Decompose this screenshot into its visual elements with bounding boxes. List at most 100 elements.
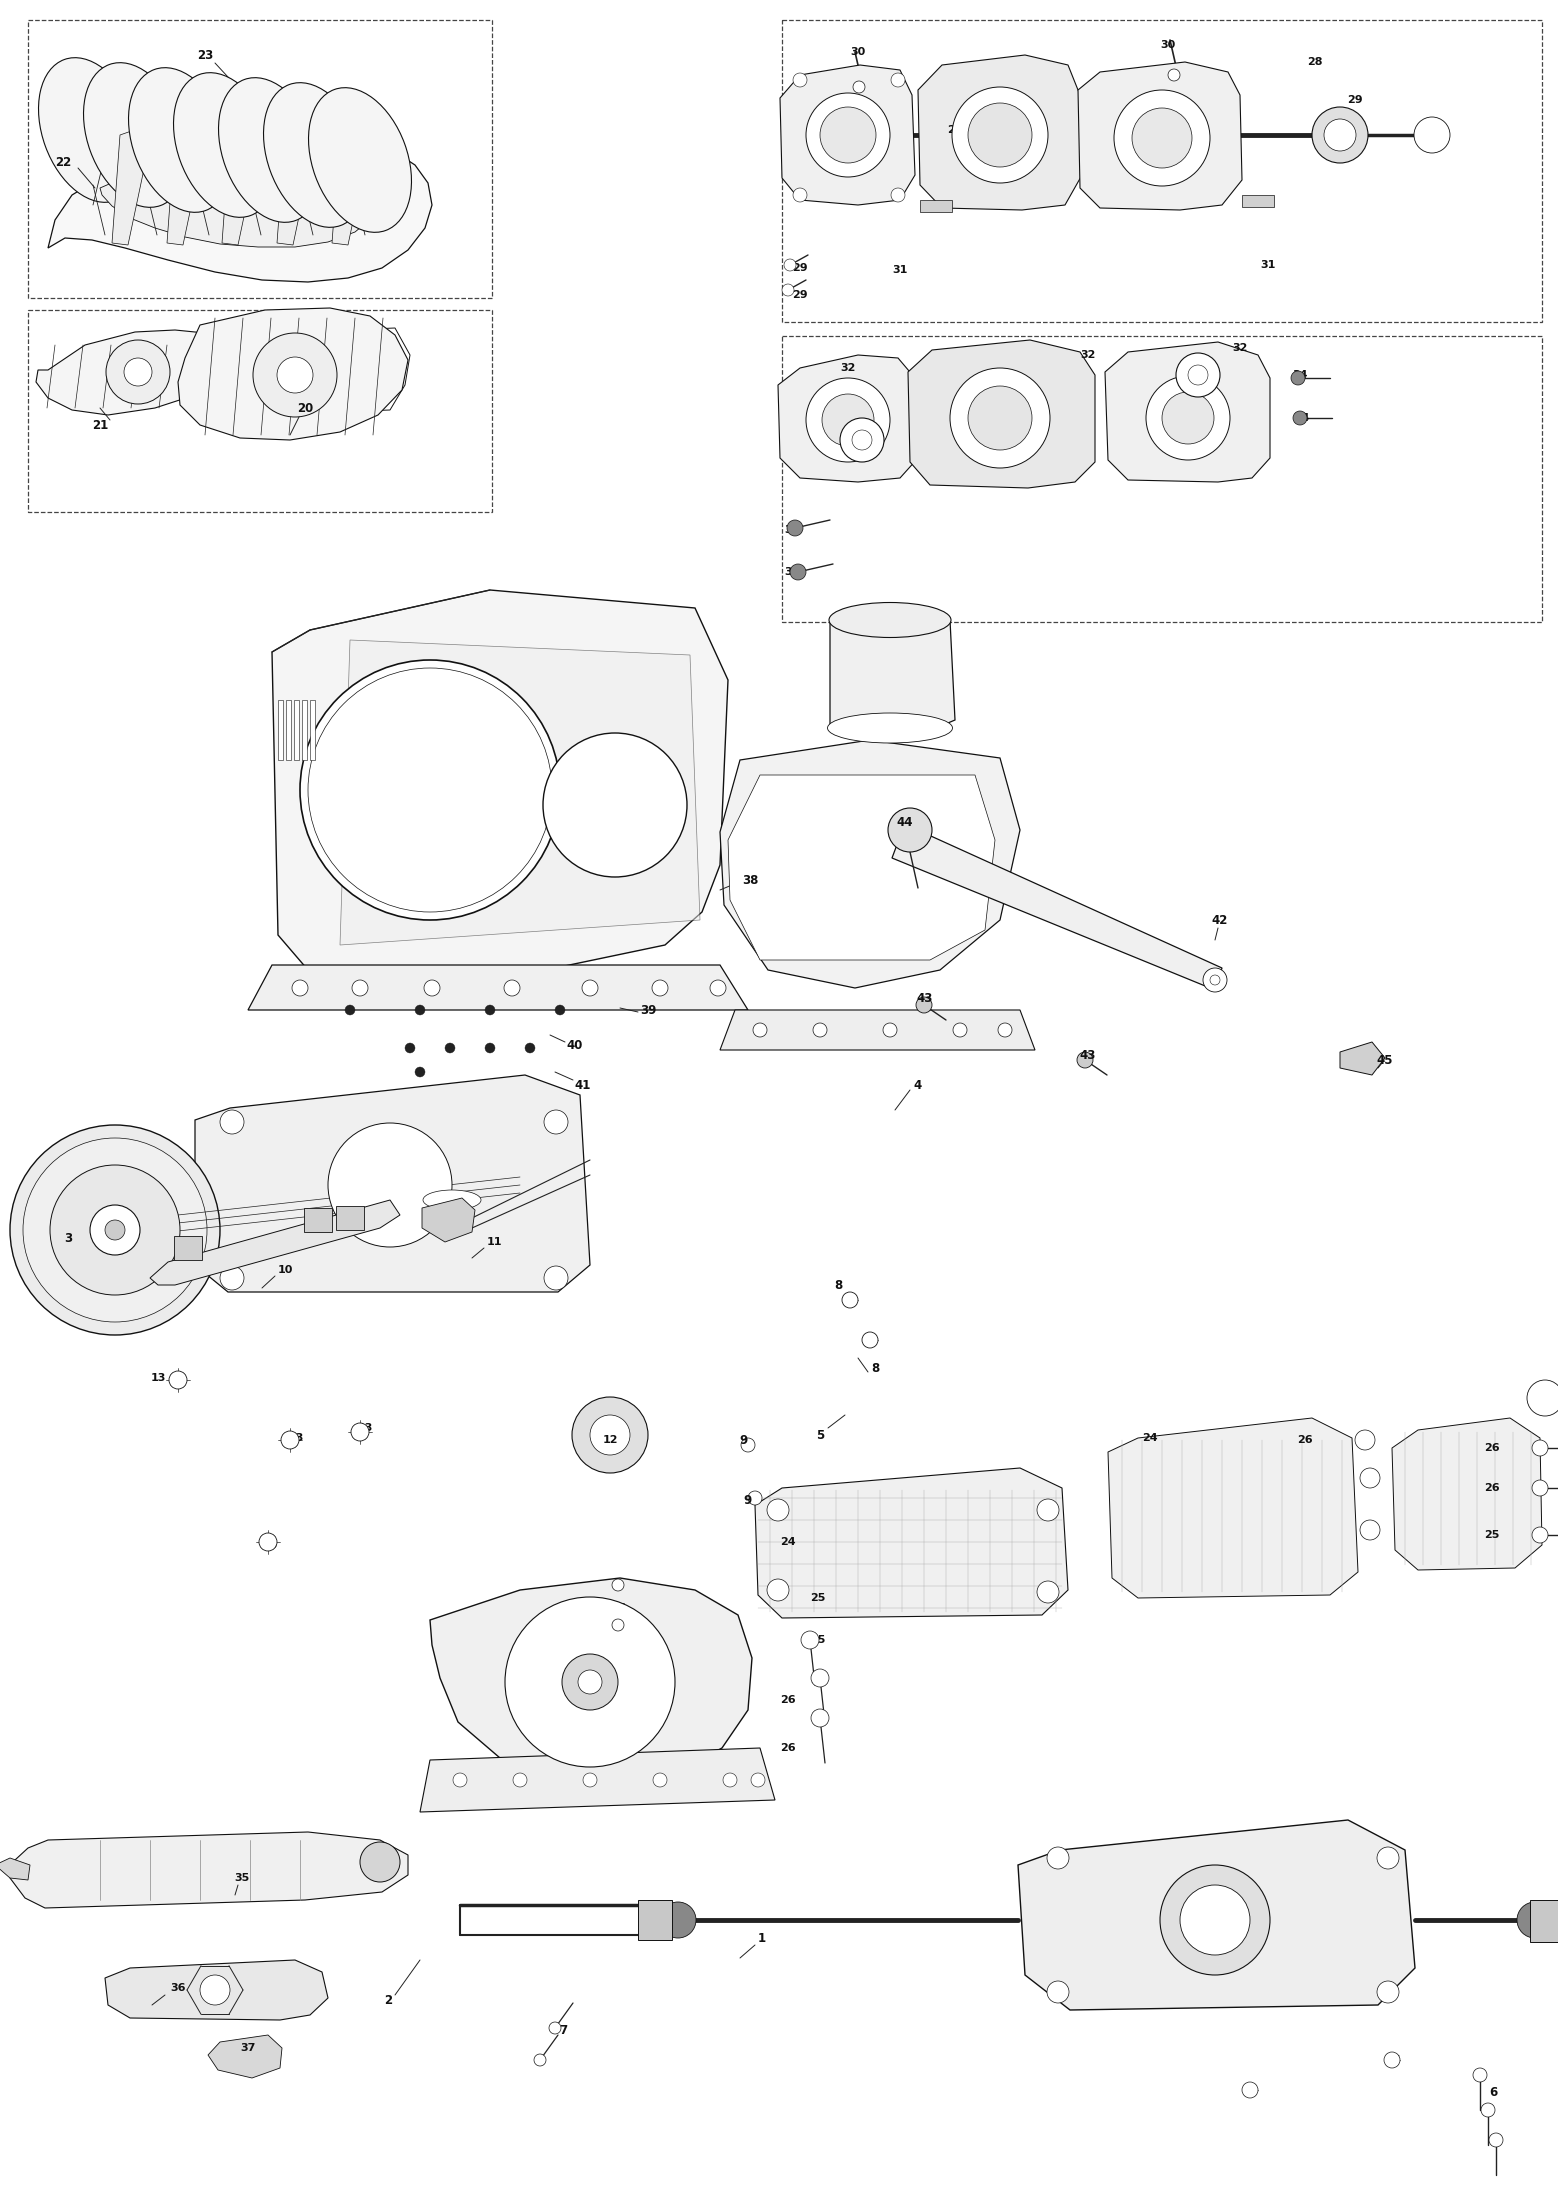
Text: 44: 44 <box>897 815 913 828</box>
Circle shape <box>252 333 337 416</box>
Polygon shape <box>277 701 284 760</box>
Circle shape <box>1047 1846 1069 1868</box>
Circle shape <box>916 998 932 1013</box>
Circle shape <box>220 1267 245 1291</box>
Polygon shape <box>221 128 259 245</box>
Text: 41: 41 <box>575 1079 590 1090</box>
Circle shape <box>840 419 883 463</box>
Text: 32: 32 <box>1232 344 1248 352</box>
Circle shape <box>1292 370 1306 386</box>
Polygon shape <box>150 1201 400 1284</box>
Circle shape <box>414 1066 425 1077</box>
Text: 13: 13 <box>262 1540 277 1551</box>
Text: 3: 3 <box>64 1231 72 1245</box>
Circle shape <box>1482 2104 1496 2117</box>
Circle shape <box>485 1005 495 1016</box>
Text: 21: 21 <box>92 419 108 432</box>
Text: 29: 29 <box>791 262 807 273</box>
Circle shape <box>1360 1467 1380 1487</box>
Polygon shape <box>720 1009 1035 1051</box>
Text: 4: 4 <box>915 1079 922 1090</box>
Text: 26: 26 <box>1485 1443 1500 1454</box>
Polygon shape <box>720 740 1020 987</box>
Polygon shape <box>1391 1419 1542 1571</box>
Polygon shape <box>1078 62 1242 209</box>
Polygon shape <box>421 1747 774 1813</box>
Polygon shape <box>830 608 955 740</box>
Text: 35: 35 <box>234 1873 249 1884</box>
Circle shape <box>544 734 687 877</box>
Text: 32: 32 <box>1080 350 1095 359</box>
Text: 31: 31 <box>1260 260 1276 271</box>
Circle shape <box>1532 1480 1549 1496</box>
Polygon shape <box>728 775 996 961</box>
Text: 31: 31 <box>893 264 908 275</box>
Polygon shape <box>178 308 408 441</box>
Circle shape <box>453 1773 467 1787</box>
Circle shape <box>1489 2133 1503 2148</box>
Circle shape <box>259 1533 277 1551</box>
Ellipse shape <box>829 601 950 637</box>
Circle shape <box>805 379 890 463</box>
Circle shape <box>446 1042 455 1053</box>
Text: 26: 26 <box>1485 1483 1500 1494</box>
Polygon shape <box>287 701 291 760</box>
Polygon shape <box>174 1236 203 1260</box>
Text: 14: 14 <box>178 1242 193 1254</box>
Polygon shape <box>1017 1820 1415 2009</box>
Text: 14: 14 <box>344 1216 360 1227</box>
Text: 6: 6 <box>617 1604 625 1613</box>
Polygon shape <box>209 2036 282 2077</box>
Circle shape <box>782 284 795 295</box>
Ellipse shape <box>263 84 366 227</box>
Circle shape <box>1176 352 1220 397</box>
Circle shape <box>503 980 520 996</box>
Circle shape <box>485 1042 495 1053</box>
Circle shape <box>784 260 796 271</box>
Text: 13: 13 <box>150 1372 165 1383</box>
Text: 26: 26 <box>781 1694 796 1705</box>
Circle shape <box>90 1205 140 1256</box>
Polygon shape <box>918 55 1081 209</box>
Polygon shape <box>781 66 915 205</box>
Circle shape <box>1472 2069 1486 2082</box>
Text: 34: 34 <box>784 524 799 535</box>
Circle shape <box>405 1042 414 1053</box>
Circle shape <box>767 1498 788 1520</box>
Circle shape <box>723 1773 737 1787</box>
Text: 30: 30 <box>851 46 866 57</box>
Circle shape <box>1038 1582 1059 1604</box>
Circle shape <box>351 1423 369 1441</box>
Polygon shape <box>304 1207 332 1231</box>
Circle shape <box>891 73 905 86</box>
Circle shape <box>1047 1980 1069 2003</box>
Polygon shape <box>430 1577 753 1780</box>
Text: 33: 33 <box>854 436 869 447</box>
Circle shape <box>199 1976 231 2005</box>
Circle shape <box>952 86 1049 183</box>
Circle shape <box>104 1220 125 1240</box>
Polygon shape <box>248 965 748 1009</box>
Circle shape <box>1360 1520 1380 1540</box>
Circle shape <box>950 368 1050 467</box>
Circle shape <box>424 980 439 996</box>
Text: 27: 27 <box>947 126 963 134</box>
Circle shape <box>1038 1498 1059 1520</box>
Text: 6: 6 <box>1489 2086 1497 2099</box>
Polygon shape <box>36 330 231 414</box>
Polygon shape <box>777 355 918 482</box>
Circle shape <box>360 1842 400 1881</box>
Circle shape <box>329 1124 452 1247</box>
Circle shape <box>1532 1441 1549 1456</box>
Circle shape <box>653 1773 667 1787</box>
Polygon shape <box>340 641 700 945</box>
Circle shape <box>505 1597 675 1767</box>
Circle shape <box>1384 2051 1401 2069</box>
Circle shape <box>612 1580 625 1591</box>
Text: 7: 7 <box>1391 2053 1399 2066</box>
Circle shape <box>220 1110 245 1135</box>
Circle shape <box>1532 1527 1549 1542</box>
Circle shape <box>862 1333 879 1348</box>
Circle shape <box>801 1630 820 1650</box>
Circle shape <box>612 1619 625 1630</box>
